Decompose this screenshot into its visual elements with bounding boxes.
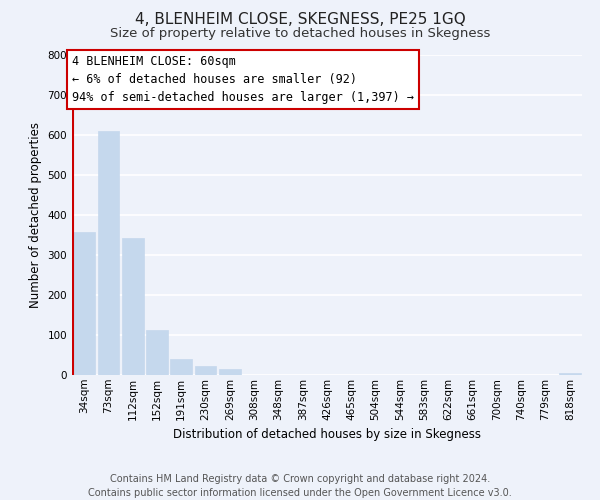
Bar xyxy=(146,330,168,375)
Text: Contains HM Land Registry data © Crown copyright and database right 2024.
Contai: Contains HM Land Registry data © Crown c… xyxy=(88,474,512,498)
Y-axis label: Number of detached properties: Number of detached properties xyxy=(29,122,42,308)
Bar xyxy=(559,373,581,375)
Bar xyxy=(219,370,241,375)
Text: Size of property relative to detached houses in Skegness: Size of property relative to detached ho… xyxy=(110,28,490,40)
Bar xyxy=(194,366,217,375)
X-axis label: Distribution of detached houses by size in Skegness: Distribution of detached houses by size … xyxy=(173,428,481,441)
Bar xyxy=(97,131,119,375)
Bar xyxy=(122,238,143,375)
Text: 4 BLENHEIM CLOSE: 60sqm
← 6% of detached houses are smaller (92)
94% of semi-det: 4 BLENHEIM CLOSE: 60sqm ← 6% of detached… xyxy=(72,55,414,104)
Text: 4, BLENHEIM CLOSE, SKEGNESS, PE25 1GQ: 4, BLENHEIM CLOSE, SKEGNESS, PE25 1GQ xyxy=(134,12,466,28)
Bar xyxy=(73,232,95,375)
Bar xyxy=(170,359,192,375)
